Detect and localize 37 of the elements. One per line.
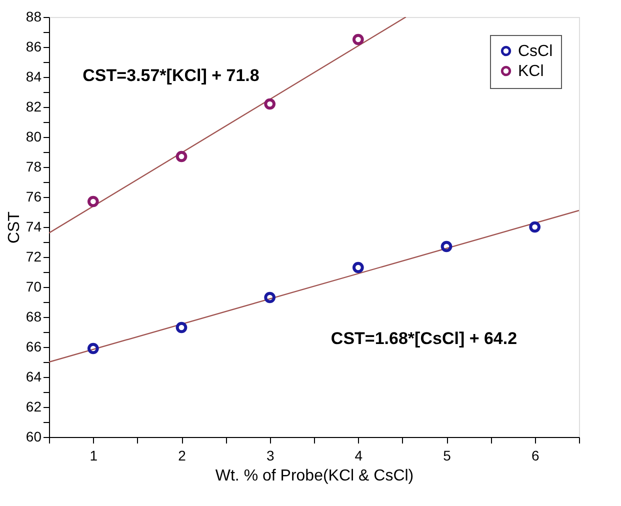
- point: [529, 221, 541, 233]
- y-tick-label: 86: [26, 38, 42, 54]
- point: [352, 262, 364, 274]
- y-tick-label: 80: [26, 128, 42, 144]
- x-axis-title: Wt. % of Probe(KCl & CsCl): [215, 468, 414, 484]
- point: [87, 342, 99, 354]
- y-axis-title: CST: [6, 211, 23, 244]
- x-tick-label: 3: [266, 448, 274, 464]
- annotation: CST=1.68*[CsCl] + 64.2: [330, 329, 518, 348]
- legend-label: CsCl: [518, 43, 553, 60]
- y-tick-label: 60: [26, 428, 42, 444]
- point: [440, 240, 452, 252]
- y-tick-label: 78: [26, 158, 42, 174]
- x-tick-label: 6: [531, 448, 540, 464]
- x-tick-label: 4: [354, 448, 363, 464]
- legend-label: KCl: [518, 63, 544, 80]
- y-tick-label: 68: [26, 308, 42, 324]
- y-tick-label: 82: [26, 98, 42, 114]
- point: [176, 322, 188, 334]
- point: [87, 196, 99, 208]
- y-tick-label: 70: [26, 278, 42, 294]
- point: [352, 34, 364, 46]
- y-tick-label: 72: [26, 248, 42, 264]
- y-tick-label: 66: [26, 338, 42, 354]
- x-tick-label: 1: [90, 448, 98, 464]
- y-tick-label: 74: [26, 218, 42, 234]
- point: [264, 98, 276, 110]
- annotation: CST=3.57*[KCl] + 71.8: [82, 66, 260, 85]
- y-tick-label: 88: [26, 8, 42, 24]
- y-tick-label: 76: [26, 188, 42, 204]
- point: [176, 150, 188, 162]
- x-tick-label: 5: [443, 448, 452, 464]
- y-tick-label: 64: [26, 368, 42, 384]
- point: [264, 292, 276, 304]
- x-tick-label: 2: [178, 448, 186, 464]
- y-tick-label: 84: [26, 68, 42, 84]
- y-tick-label: 62: [26, 398, 42, 414]
